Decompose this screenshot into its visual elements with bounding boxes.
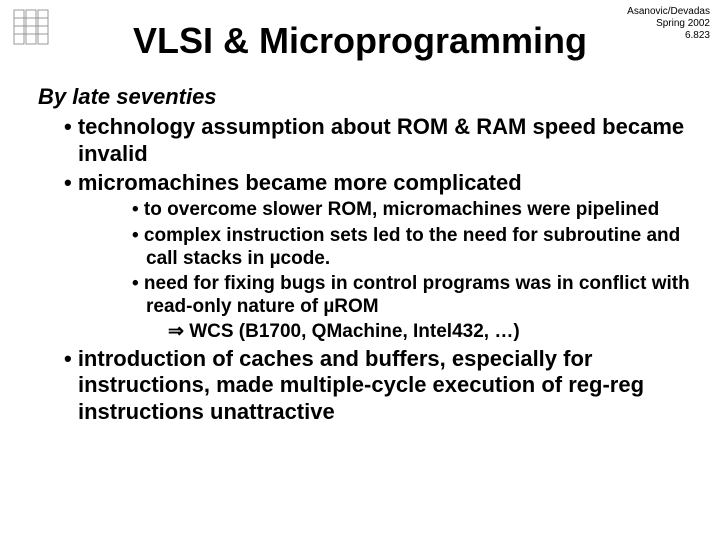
bullet-micromachines: • micromachines became more complicated (38, 170, 690, 197)
slide-content: By late seventies • technology assumptio… (0, 84, 720, 426)
wcs-line: ⇒ WCS (B1700, QMachine, Intel432, …) (38, 320, 690, 343)
header-term: Spring 2002 (627, 18, 710, 30)
bullet-caches: • introduction of caches and buffers, es… (38, 346, 690, 426)
header-authors: Asanovic/Devadas (627, 6, 710, 18)
bullet-complex-isa: • complex instruction sets led to the ne… (38, 224, 690, 270)
bullet-tech-assumption: • technology assumption about ROM & RAM … (38, 114, 690, 168)
header-course: 6.823 (627, 30, 710, 42)
bullet-bugs-rom: • need for fixing bugs in control progra… (38, 272, 690, 318)
slide-title: VLSI & Microprogramming (50, 0, 670, 84)
bullet-pipelined: • to overcome slower ROM, micromachines … (38, 198, 690, 221)
mit-logo (10, 6, 52, 48)
header-meta: Asanovic/Devadas Spring 2002 6.823 (627, 6, 710, 42)
intro-text: By late seventies (38, 84, 690, 110)
